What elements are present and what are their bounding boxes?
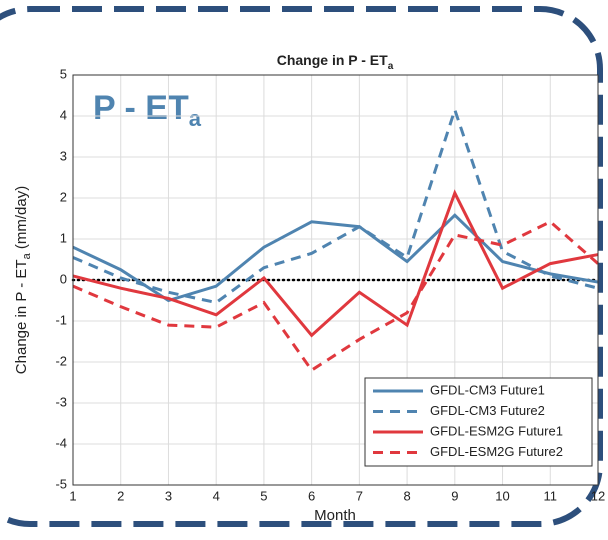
x-tick-label: 12 [591, 488, 605, 503]
title-text: Change in P - ET [277, 52, 388, 68]
ylabel-subscript: a [21, 252, 33, 259]
legend-label: GFDL-ESM2G Future1 [430, 423, 563, 438]
y-tick-label: 5 [60, 66, 67, 81]
legend-label: GFDL-CM3 Future1 [430, 382, 545, 397]
legend-box [364, 377, 593, 467]
axes-box [72, 74, 599, 486]
x-tick-label: 5 [260, 488, 267, 503]
x-axis-label: Month [314, 507, 356, 524]
x-tick-label: 6 [308, 488, 315, 503]
x-tick-label: 3 [165, 488, 172, 503]
x-tick-label: 11 [544, 488, 558, 503]
y-axis-label: Change in P - ETa (mm/day) [13, 186, 33, 374]
x-tick-label: 4 [213, 488, 220, 503]
x-tick-label: 8 [403, 488, 410, 503]
overlay-label: P - ETa [93, 89, 202, 131]
series-line [72, 189, 599, 338]
y-tick-label: 1 [60, 230, 67, 245]
y-tick-label: 2 [60, 189, 67, 204]
overlay-text: P - ET [93, 89, 189, 127]
x-tick-label: 9 [451, 488, 458, 503]
y-tick-label: -1 [55, 312, 67, 327]
x-tick-label: 2 [117, 488, 124, 503]
x-tick-label: 10 [495, 488, 509, 503]
title-subscript: a [388, 61, 394, 72]
overlay-subscript: a [189, 106, 202, 131]
legend-label: GFDL-CM3 Future2 [430, 403, 545, 418]
ylabel-text: Change in P - ET [13, 259, 30, 374]
y-tick-label: 0 [60, 271, 67, 286]
legend-label: GFDL-ESM2G Future2 [430, 444, 563, 459]
series-line [72, 219, 599, 373]
dashed-frame [0, 6, 603, 527]
chart-title: Change in P - ETa [277, 52, 394, 72]
y-tick-label: -5 [55, 476, 67, 491]
x-tick-label: 1 [69, 488, 76, 503]
y-tick-label: -2 [55, 353, 67, 368]
series-line [72, 105, 599, 305]
ylabel-unit: (mm/day) [13, 186, 30, 254]
y-tick-label: -4 [55, 435, 67, 450]
x-tick-label: 7 [356, 488, 363, 503]
y-tick-label: 3 [60, 148, 67, 163]
y-tick-label: 4 [60, 107, 67, 122]
y-tick-label: -3 [55, 394, 67, 409]
